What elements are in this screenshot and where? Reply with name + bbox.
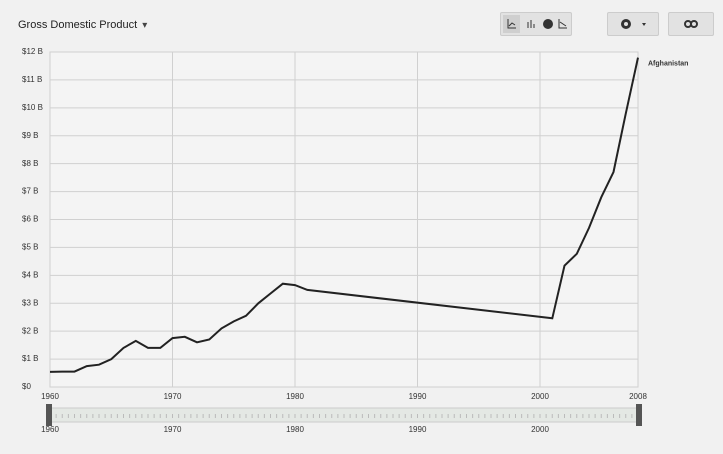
timeline-label: 2000 xyxy=(531,425,549,434)
y-tick-label: $12 B xyxy=(22,47,43,56)
timeline-handle-left[interactable] xyxy=(46,404,52,426)
y-tick-label: $1 B xyxy=(22,354,38,363)
y-tick-label: $11 B xyxy=(22,75,42,84)
chart-type-buttons[interactable] xyxy=(500,12,572,36)
y-tick-label: $2 B xyxy=(22,326,38,335)
y-tick-label: $6 B xyxy=(22,215,38,224)
x-tick-label: 1980 xyxy=(286,392,304,401)
timeline-label: 1960 xyxy=(41,425,59,434)
y-tick-label: $4 B xyxy=(22,270,38,279)
help-icon[interactable]: ▾ xyxy=(142,20,148,31)
x-tick-label: 1960 xyxy=(41,392,59,401)
y-tick-label: $10 B xyxy=(22,103,43,112)
y-tick-label: $0 xyxy=(22,382,31,391)
line-icon xyxy=(507,19,516,29)
x-tick-label: 2000 xyxy=(531,392,549,401)
settings-button[interactable] xyxy=(607,12,659,36)
y-tick-label: $9 B xyxy=(22,131,38,140)
bar-icon xyxy=(527,20,535,28)
x-tick-label: 2008 xyxy=(629,392,647,401)
chart-type-icons xyxy=(503,15,567,33)
timeline-handle-right[interactable] xyxy=(636,404,642,426)
map-icon xyxy=(543,19,553,29)
timeline-label: 1980 xyxy=(286,425,304,434)
y-tick-label: $5 B xyxy=(22,243,38,252)
chart-title: Gross Domestic Product xyxy=(18,19,138,31)
scatter-icon xyxy=(558,19,567,29)
y-tick-label: $3 B xyxy=(22,298,38,307)
series-line xyxy=(49,57,639,373)
settings-icon xyxy=(621,19,646,29)
y-tick-label: $7 B xyxy=(22,187,38,196)
link-button[interactable] xyxy=(668,12,714,36)
y-tick-label: $8 B xyxy=(22,159,38,168)
series-label: Afghanistan xyxy=(648,60,688,67)
chart-title-row: Gross Domestic Product ▾ xyxy=(18,19,147,31)
timeline-label: 1970 xyxy=(164,425,182,434)
x-tick-label: 1970 xyxy=(164,392,182,401)
link-icon xyxy=(684,20,698,28)
timeline-label: 1990 xyxy=(409,425,427,434)
x-tick-label: 1990 xyxy=(409,392,427,401)
